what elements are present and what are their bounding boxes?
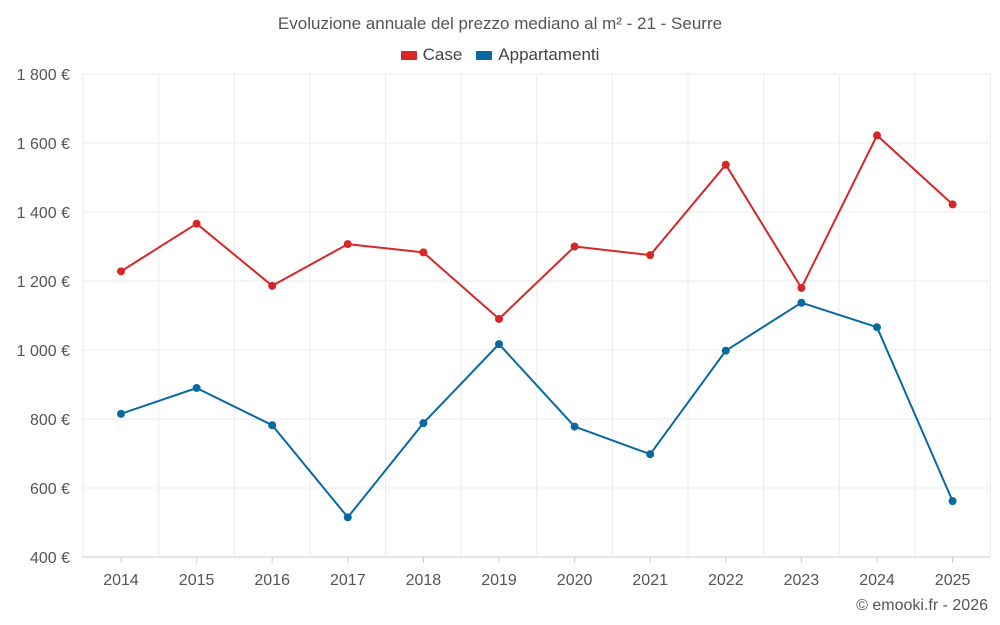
- data-point-appartamenti: [948, 497, 957, 506]
- y-tick-label: 400 €: [30, 550, 70, 567]
- data-point-appartamenti: [419, 419, 428, 428]
- data-point-appartamenti: [117, 409, 125, 418]
- data-point-case: [948, 200, 957, 209]
- x-tick-label: 2019: [481, 572, 517, 589]
- x-tick-label: 2015: [179, 572, 215, 589]
- data-point-case: [419, 248, 428, 257]
- legend-label-case: Case: [422, 45, 463, 64]
- x-tick-label: 2024: [859, 572, 895, 589]
- legend-item-case[interactable]: Case: [400, 45, 463, 65]
- data-point-case: [192, 219, 201, 228]
- x-tick-label: 2020: [557, 572, 593, 589]
- x-tick-label: 2023: [784, 572, 820, 589]
- x-tick-label: 2017: [330, 572, 366, 589]
- y-tick-label: 1 800 €: [17, 67, 70, 84]
- data-point-appartamenti: [721, 346, 730, 355]
- chart-title: Evoluzione annuale del prezzo mediano al…: [277, 14, 723, 33]
- series-line-appartamenti: [120, 301, 954, 519]
- data-point-case: [721, 160, 730, 169]
- y-tick-label: 1 600 €: [17, 136, 70, 153]
- legend-label-appartamenti: Appartamenti: [498, 45, 600, 64]
- data-point-appartamenti: [797, 298, 806, 307]
- y-tick-label: 1 000 €: [17, 343, 70, 360]
- data-point-appartamenti: [570, 422, 579, 431]
- legend-swatch-appartamenti: [476, 50, 493, 60]
- data-point-case: [268, 281, 277, 290]
- data-point-appartamenti: [192, 383, 201, 392]
- y-tick-label: 1 400 €: [17, 205, 70, 222]
- data-point-case: [797, 283, 806, 292]
- data-point-appartamenti: [268, 421, 277, 430]
- data-point-case: [646, 251, 655, 260]
- x-tick-label: 2016: [254, 572, 290, 589]
- series-line-case: [120, 134, 954, 320]
- data-point-case: [117, 267, 125, 276]
- legend-swatch-case: [400, 50, 417, 60]
- data-point-appartamenti: [495, 340, 503, 349]
- y-tick-label: 600 €: [30, 481, 70, 498]
- credit-text: © emooki.fr - 2026: [856, 597, 988, 614]
- x-tick-label: 2025: [935, 572, 971, 589]
- y-tick-label: 800 €: [30, 412, 70, 429]
- data-point-case: [495, 314, 503, 323]
- data-point-appartamenti: [873, 323, 881, 332]
- x-tick-label: 2021: [632, 572, 668, 589]
- data-point-appartamenti: [646, 450, 655, 459]
- data-point-appartamenti: [343, 513, 352, 522]
- x-tick-label: 2022: [708, 572, 744, 589]
- data-point-case: [570, 242, 579, 251]
- data-point-case: [343, 240, 352, 249]
- y-tick-label: 1 200 €: [17, 274, 70, 291]
- data-point-case: [873, 131, 881, 140]
- legend-item-appartamenti[interactable]: Appartamenti: [476, 45, 599, 65]
- x-tick-label: 2018: [406, 572, 442, 589]
- legend: Case Appartamenti: [0, 45, 1000, 65]
- x-tick-label: 2014: [103, 572, 139, 589]
